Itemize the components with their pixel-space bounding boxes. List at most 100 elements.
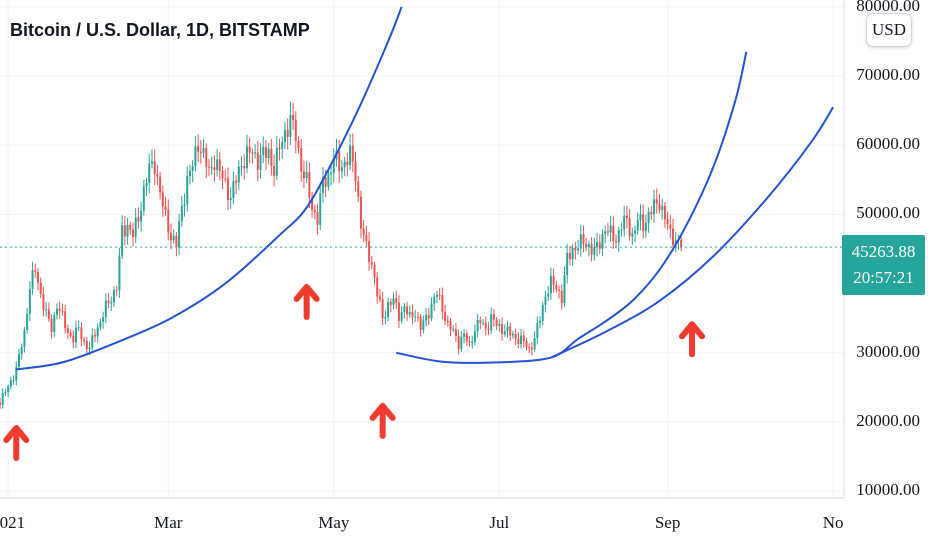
candle-body: [66, 328, 69, 333]
candle-body: [449, 320, 452, 330]
candle-body: [539, 320, 542, 323]
candle-body: [530, 347, 533, 350]
candle-body: [316, 212, 319, 225]
candle-body: [156, 173, 159, 177]
candle-body: [88, 347, 91, 350]
candle-body: [468, 341, 471, 343]
candle-body: [446, 320, 449, 322]
candle-body: [503, 331, 506, 335]
candle-body: [370, 261, 373, 265]
candle-body: [251, 152, 254, 154]
y-tick-label: 30000.00: [856, 341, 920, 361]
candle-body: [563, 275, 566, 304]
candle-body: [387, 302, 390, 317]
candle-body: [281, 142, 284, 149]
candle-body: [273, 165, 276, 176]
candle-body: [237, 166, 240, 183]
candle-body: [134, 217, 137, 237]
candle-body: [406, 306, 409, 315]
candle-body: [598, 242, 601, 249]
candle-body: [194, 146, 197, 167]
candle-body: [517, 338, 520, 345]
candle-body: [408, 312, 411, 315]
candle-body: [153, 161, 156, 174]
candle-body: [91, 335, 94, 348]
y-tick-label: 60000.00: [856, 134, 920, 154]
candle-body: [427, 315, 430, 319]
candle-body: [528, 347, 531, 349]
candle-body: [20, 347, 23, 355]
candle-body: [302, 171, 305, 178]
candle-body: [83, 339, 86, 342]
candle-body: [590, 244, 593, 255]
candle-body: [224, 178, 227, 180]
candle-body: [452, 329, 455, 331]
candle-body: [169, 232, 172, 241]
candle-body: [286, 129, 289, 137]
candle-body: [42, 294, 45, 310]
candle-body: [606, 231, 609, 233]
candle-body: [207, 166, 210, 168]
trend-curve: [16, 6, 403, 371]
candle-body: [460, 336, 463, 349]
candle-body: [131, 229, 134, 237]
candle-body: [362, 228, 365, 236]
candle-body: [392, 298, 395, 305]
candle-body: [596, 242, 599, 247]
candle-body: [487, 328, 490, 330]
chart-title: Bitcoin / U.S. Dollar, 1D, BITSTAMP: [10, 20, 310, 40]
candle-body: [183, 204, 186, 207]
candle-body: [232, 180, 235, 199]
candle-body: [226, 178, 229, 201]
trend-curve: [550, 106, 834, 359]
candle-body: [313, 209, 316, 213]
candle-body: [465, 333, 468, 342]
candle-body: [164, 206, 167, 210]
y-tick-label: 80000.00: [856, 0, 920, 15]
candle-body: [351, 145, 354, 162]
candle-body: [349, 145, 352, 166]
candle-body: [438, 294, 441, 296]
candle-body: [297, 140, 300, 148]
candle-body: [617, 230, 620, 243]
candle-body: [26, 313, 29, 331]
candle-body: [55, 308, 58, 315]
candle-body: [121, 225, 124, 256]
candle-body: [191, 166, 194, 171]
up-arrow-icon: [3, 425, 30, 462]
candle-body: [506, 326, 509, 332]
candle-body: [655, 199, 658, 204]
candle-body: [270, 148, 273, 166]
candle-body: [571, 247, 574, 260]
x-tick-label: 2021: [0, 513, 26, 532]
x-tick-label: Jul: [489, 513, 510, 532]
candle-body: [541, 304, 544, 321]
candle-body: [501, 324, 504, 335]
candle-body: [175, 235, 178, 248]
candle-body: [403, 306, 406, 312]
candle-body: [609, 225, 612, 233]
candle-body: [324, 177, 327, 187]
candle-body: [34, 270, 37, 272]
candles-series: [0, 101, 683, 410]
candle-body: [509, 326, 512, 336]
candle-body: [202, 148, 205, 153]
candle-body: [482, 322, 485, 324]
candle-body: [28, 289, 31, 314]
currency-button[interactable]: USD: [866, 13, 912, 47]
candle-body: [384, 316, 387, 319]
up-arrow-icon: [369, 402, 396, 439]
candle-body: [612, 225, 615, 241]
candle-body: [511, 333, 514, 336]
candle-body: [248, 146, 251, 153]
candle-body: [4, 392, 7, 394]
candle-body: [522, 335, 525, 342]
candle-body: [650, 211, 653, 215]
candle-body: [102, 317, 105, 322]
candle-body: [80, 327, 83, 340]
candle-body: [305, 172, 308, 178]
candle-body: [623, 215, 626, 230]
candle-body: [574, 247, 577, 251]
candle-body: [199, 151, 202, 153]
